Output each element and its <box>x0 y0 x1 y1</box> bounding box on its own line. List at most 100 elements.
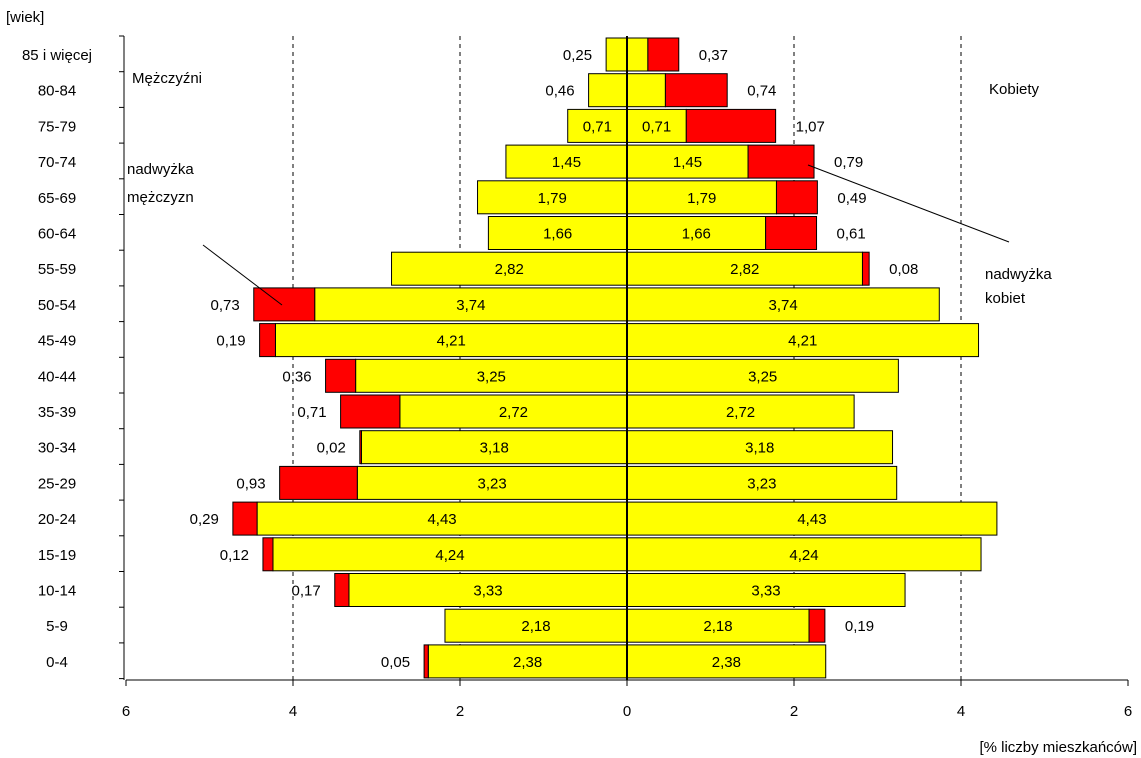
bar-male-common <box>567 108 628 143</box>
age-group-label: 40-44 <box>38 368 76 385</box>
age-group-label: 15-19 <box>38 547 76 564</box>
age-group-label: 70-74 <box>38 154 76 171</box>
value-label-male-common: 3,33 <box>473 583 502 600</box>
age-group-label: 80-84 <box>38 83 76 100</box>
value-label-female-excess: 0,79 <box>834 154 863 171</box>
value-label-female-excess: 0,49 <box>837 190 866 207</box>
value-label-female-common: 3,23 <box>747 475 776 492</box>
age-group-label: 45-49 <box>38 333 76 350</box>
labels-group: 85 i więcej 0,25 0,37 80-84 0,46 0,74 75-79 0,7… <box>22 47 1132 720</box>
value-label-male-excess: 0,12 <box>220 547 249 564</box>
value-label-female-excess: 0,19 <box>845 618 874 635</box>
x-tick-label: 4 <box>289 703 297 720</box>
value-label-female-common: 1,79 <box>687 190 716 207</box>
value-label-female-common: 4,21 <box>788 333 817 350</box>
bar-male-common <box>360 430 628 465</box>
value-label-male-excess: 0,93 <box>236 475 265 492</box>
value-label-male-excess: 0,25 <box>563 47 592 64</box>
value-label-female-common: 1,66 <box>682 226 711 243</box>
age-group-label: 25-29 <box>38 475 76 492</box>
x-tick-label: 2 <box>456 703 464 720</box>
bar-male-excess <box>340 394 401 429</box>
bar-female-excess <box>775 180 818 215</box>
bar-female-common <box>626 394 855 429</box>
value-label-male-excess: 0,05 <box>381 654 410 671</box>
value-label-female-common: 4,24 <box>789 547 818 564</box>
male-excess-pointer-line <box>202 244 283 306</box>
bar-female-common <box>626 37 649 72</box>
bar-female-common <box>626 108 687 143</box>
x-tick-label: 6 <box>122 703 130 720</box>
value-label-female-common: 0,71 <box>642 118 671 135</box>
bar-female-common <box>626 537 982 572</box>
value-label-male-common: 1,66 <box>543 226 572 243</box>
male-excess-note-line1: nadwyżka <box>127 161 194 178</box>
bar-female-excess <box>685 108 777 143</box>
age-group-label: 5-9 <box>46 618 68 635</box>
age-group-label: 55-59 <box>38 261 76 278</box>
age-group-label: 20-24 <box>38 511 76 528</box>
value-label-male-common: 1,45 <box>552 154 581 171</box>
bar-female-excess <box>647 37 680 72</box>
age-group-label: 30-34 <box>38 440 76 457</box>
bar-male-excess <box>232 501 258 536</box>
age-group-label: 10-14 <box>38 583 76 600</box>
value-label-male-excess: 0,17 <box>292 583 321 600</box>
value-label-male-common: 4,24 <box>435 547 464 564</box>
bar-female-common <box>626 644 827 679</box>
bar-female-common <box>626 573 906 607</box>
value-label-male-excess: 0,36 <box>282 368 311 385</box>
bar-female-common <box>626 251 863 286</box>
value-label-female-common: 3,18 <box>745 440 774 457</box>
value-label-male-common: 3,74 <box>456 297 485 314</box>
value-label-male-excess: 0,19 <box>216 333 245 350</box>
value-label-female-excess: 0,61 <box>837 226 866 243</box>
value-label-male-excess: 0,73 <box>211 297 240 314</box>
bar-female-common <box>626 608 810 643</box>
value-label-male-common: 2,18 <box>521 618 550 635</box>
age-group-label: 60-64 <box>38 226 76 243</box>
male-excess-note-line2: mężczyzn <box>127 189 194 206</box>
x-tick-label: 0 <box>623 703 631 720</box>
value-label-male-common: 2,82 <box>495 261 524 278</box>
bars-group <box>232 37 998 679</box>
bar-female-excess <box>861 251 870 286</box>
x-axis-title: [% liczby mieszkańców] <box>979 739 1137 756</box>
bar-female-common <box>626 73 666 108</box>
age-group-label: 75-79 <box>38 118 76 135</box>
left-title-men: Mężczyźni <box>132 70 202 87</box>
grid-lines <box>292 36 962 680</box>
age-group-label: 0-4 <box>46 654 68 671</box>
bar-male-common <box>348 573 628 607</box>
bar-male-excess <box>325 358 357 393</box>
bar-male-excess <box>259 323 276 358</box>
age-group-label: 65-69 <box>38 190 76 207</box>
value-label-male-common: 2,38 <box>513 654 542 671</box>
female-excess-note-line2: kobiet <box>985 290 1026 307</box>
value-label-male-common: 3,18 <box>480 440 509 457</box>
bar-female-common <box>626 323 980 358</box>
bar-male-common <box>427 644 628 679</box>
value-label-male-common: 4,43 <box>427 511 456 528</box>
x-tick-label: 2 <box>790 703 798 720</box>
value-label-female-common: 2,18 <box>703 618 732 635</box>
value-label-female-common: 4,43 <box>797 511 826 528</box>
bar-male-common <box>477 180 628 215</box>
value-label-female-common: 2,38 <box>712 654 741 671</box>
bar-male-common <box>274 323 628 358</box>
bar-male-common <box>272 537 628 572</box>
value-label-male-common: 2,72 <box>499 404 528 421</box>
right-title-women: Kobiety <box>989 81 1040 98</box>
value-label-female-common: 3,33 <box>751 583 780 600</box>
bar-male-common <box>588 73 628 108</box>
bar-male-excess <box>359 430 362 465</box>
bar-female-excess <box>808 608 826 643</box>
value-label-male-common: 0,71 <box>583 118 612 135</box>
value-label-male-excess: 0,46 <box>545 83 574 100</box>
value-label-male-common: 1,79 <box>538 190 567 207</box>
value-label-male-common: 4,21 <box>437 333 466 350</box>
bar-male-common <box>391 251 628 286</box>
female-excess-pointer-line <box>807 164 1010 243</box>
bar-male-excess <box>279 465 358 500</box>
